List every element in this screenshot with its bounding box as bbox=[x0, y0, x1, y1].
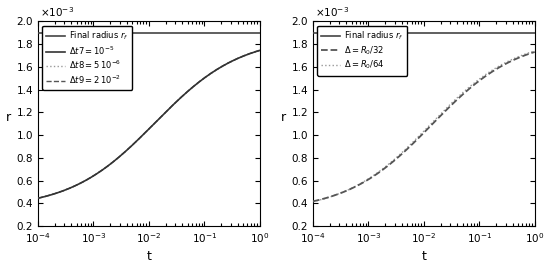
Y-axis label: r: r bbox=[6, 111, 10, 124]
Legend: Final radius $r_f$, $\Delta t7 = 10^{-5}$, $\Delta t8 = 5\,10^{-6}$, $\Delta t9 : Final radius $r_f$, $\Delta t7 = 10^{-5}… bbox=[42, 26, 133, 90]
X-axis label: t: t bbox=[421, 250, 426, 263]
X-axis label: t: t bbox=[146, 250, 151, 263]
Y-axis label: r: r bbox=[280, 111, 285, 124]
Text: $\times 10^{-3}$: $\times 10^{-3}$ bbox=[40, 6, 74, 19]
Text: $\times 10^{-3}$: $\times 10^{-3}$ bbox=[315, 6, 349, 19]
Legend: Final radius $r_f$, $\Delta = R_0/32$, $\Delta = R_0/64$: Final radius $r_f$, $\Delta = R_0/32$, $… bbox=[317, 26, 408, 76]
